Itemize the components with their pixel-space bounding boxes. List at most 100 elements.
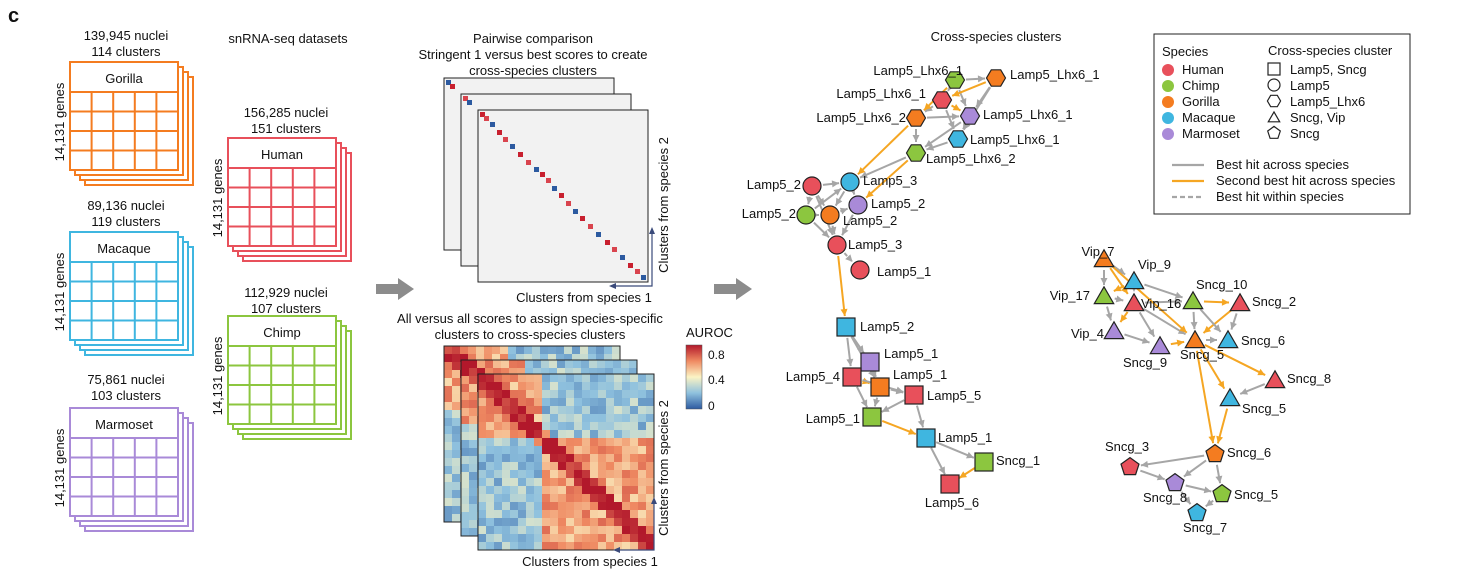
heat-cell bbox=[542, 462, 550, 470]
heat-cell bbox=[630, 398, 638, 406]
heat-cell bbox=[452, 490, 460, 498]
edge-head bbox=[1174, 298, 1183, 306]
diag-cell bbox=[580, 216, 585, 221]
heat-cell bbox=[534, 478, 542, 486]
node-lamp5-1: Lamp5_1 bbox=[860, 346, 938, 372]
node-label: Sncg_5 bbox=[1180, 347, 1224, 362]
heat-cell bbox=[606, 414, 614, 422]
legend-shape-hexagon: Lamp5_Lhx6 bbox=[1266, 94, 1365, 109]
heat-cell bbox=[630, 494, 638, 502]
heat-cell bbox=[630, 390, 638, 398]
heat-cell bbox=[461, 528, 469, 536]
heat-cell bbox=[550, 454, 558, 462]
heat-cell bbox=[614, 542, 622, 550]
dataset-genes: 14,131 genes bbox=[52, 252, 67, 331]
heat-cell bbox=[534, 422, 542, 430]
heat-cell bbox=[550, 438, 558, 446]
node-label: Lamp5_5 bbox=[927, 388, 981, 403]
heat-cell bbox=[461, 456, 469, 464]
node-label: Vip_16 bbox=[1141, 296, 1181, 311]
heat-cell bbox=[469, 360, 477, 368]
heat-cell bbox=[534, 438, 542, 446]
edge-head bbox=[826, 227, 834, 235]
heat-cell bbox=[550, 534, 558, 542]
edge-head bbox=[1213, 324, 1221, 332]
triangle-marker bbox=[1103, 320, 1125, 340]
heat-cell bbox=[478, 518, 486, 526]
pairwise-axis-head-y bbox=[649, 227, 655, 234]
heat-cell bbox=[518, 486, 526, 494]
dataset-name: Human bbox=[261, 147, 303, 162]
colorbar-tick-high: 0.8 bbox=[708, 348, 725, 362]
heat-cell bbox=[550, 510, 558, 518]
heat-cell bbox=[588, 346, 596, 354]
edge-head bbox=[845, 254, 853, 262]
heat-cell bbox=[542, 494, 550, 502]
diag-cell bbox=[467, 100, 472, 105]
heat-cell bbox=[461, 392, 469, 400]
heat-cell bbox=[558, 446, 566, 454]
node-sncg-8: Sncg_8 bbox=[1143, 472, 1187, 505]
edge-head bbox=[1120, 314, 1128, 323]
heat-cell bbox=[630, 422, 638, 430]
heat-cell bbox=[582, 422, 590, 430]
heat-cell bbox=[469, 448, 477, 456]
heat-cell bbox=[542, 534, 550, 542]
heat-cell bbox=[582, 526, 590, 534]
node-sncg-6: Sncg_6 bbox=[1217, 329, 1285, 349]
node-label: Lamp5_1 bbox=[893, 367, 947, 382]
heat-cell bbox=[590, 446, 598, 454]
heat-cell bbox=[478, 478, 486, 486]
heat-cell bbox=[646, 462, 654, 470]
diag-cell bbox=[510, 144, 515, 149]
heat-cell bbox=[478, 406, 486, 414]
node-label: Sncg_6 bbox=[1241, 333, 1285, 348]
heat-cell bbox=[526, 526, 534, 534]
heat-cell bbox=[460, 346, 468, 354]
node-vip-17: Vip_17 bbox=[1050, 285, 1115, 305]
heat-cell bbox=[558, 510, 566, 518]
hexagon-marker bbox=[947, 130, 969, 148]
heat-cell bbox=[638, 382, 646, 390]
heat-cell bbox=[534, 526, 542, 534]
heat-cell bbox=[526, 374, 534, 382]
heat-cell bbox=[574, 494, 582, 502]
node-label: Lamp5_1 bbox=[806, 411, 860, 426]
allvsall-ylabel: Clusters from species 2 bbox=[656, 400, 671, 536]
heat-cell bbox=[542, 446, 550, 454]
heat-cell bbox=[502, 486, 510, 494]
heat-cell bbox=[452, 482, 460, 490]
circle-marker bbox=[820, 205, 840, 225]
diag-cell bbox=[450, 84, 455, 89]
heat-cell bbox=[588, 354, 596, 362]
heat-cell bbox=[582, 518, 590, 526]
edge-head bbox=[860, 399, 868, 408]
heat-cell bbox=[638, 486, 646, 494]
heat-cell bbox=[622, 454, 630, 462]
heat-cell bbox=[502, 470, 510, 478]
heat-cell bbox=[605, 368, 613, 376]
heat-cell bbox=[494, 454, 502, 462]
edge-head bbox=[835, 197, 843, 206]
node-label: Lamp5_6 bbox=[925, 495, 979, 510]
edge-head bbox=[857, 166, 866, 175]
heat-cell bbox=[534, 414, 542, 422]
heat-cell bbox=[606, 438, 614, 446]
heat-cell bbox=[478, 422, 486, 430]
heat-cell bbox=[622, 494, 630, 502]
node-sncg-9: Sncg_9 bbox=[1123, 335, 1171, 370]
node-label: Lamp5_Lhx6_1 bbox=[873, 63, 963, 78]
heat-cell bbox=[566, 374, 574, 382]
heat-cell bbox=[606, 398, 614, 406]
heat-cell bbox=[526, 494, 534, 502]
heat-cell bbox=[622, 374, 630, 382]
heat-cell bbox=[502, 398, 510, 406]
heat-cell bbox=[494, 430, 502, 438]
heat-cell bbox=[614, 470, 622, 478]
heat-cell bbox=[452, 418, 460, 426]
heat-cell bbox=[598, 494, 606, 502]
heat-cell bbox=[606, 390, 614, 398]
edge-head bbox=[1113, 284, 1122, 292]
heat-cell bbox=[574, 470, 582, 478]
edge-head bbox=[842, 227, 849, 236]
